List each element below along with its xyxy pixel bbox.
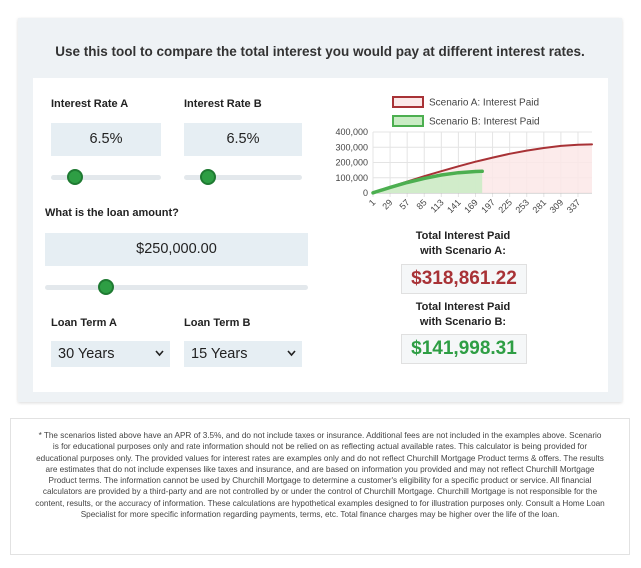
x-tick-label: 309	[548, 197, 566, 215]
x-tick-label: 225	[496, 197, 514, 215]
header-title: Use this tool to compare the total inter…	[55, 44, 585, 59]
y-tick-label: 400,000	[335, 127, 368, 137]
rate-b-slider-knob[interactable]	[200, 169, 216, 185]
rate-a-input[interactable]: 6.5%	[51, 123, 161, 156]
result-b-value: $141,998.31	[401, 334, 527, 364]
dropdown-arrow	[287, 350, 296, 357]
loan-amount-slider[interactable]	[45, 285, 308, 290]
area-fill	[373, 171, 483, 193]
y-tick-label: 200,000	[335, 158, 368, 168]
rate-b-slider[interactable]	[184, 175, 302, 180]
term-b-label: Loan Term B	[184, 317, 251, 329]
rate-a-slider[interactable]	[51, 175, 161, 180]
rate-a-label: Interest Rate A	[51, 98, 129, 110]
x-tick-label: 197	[479, 197, 497, 215]
rate-b-label: Interest Rate B	[184, 98, 262, 110]
series-line	[371, 169, 484, 195]
loan-amount-slider-knob[interactable]	[98, 279, 114, 295]
result-a-title: Total Interest Paid with Scenario A:	[383, 229, 543, 259]
term-a-value: 30 Years	[58, 346, 115, 362]
x-tick-label: 57	[397, 197, 411, 211]
rate-a-slider-knob[interactable]	[67, 169, 83, 185]
x-tick-label: 1	[367, 197, 378, 208]
y-tick-label: 100,000	[335, 173, 368, 183]
term-a-select[interactable]: 30 Years	[51, 341, 170, 367]
x-tick-label: 113	[429, 197, 446, 214]
x-tick-label: 281	[531, 197, 549, 215]
result-b-title-line: with Scenario B:	[419, 316, 507, 328]
term-b-value: 15 Years	[191, 346, 248, 362]
x-tick-label: 29	[380, 197, 394, 211]
x-tick-label: 141	[445, 197, 463, 215]
disclaimer: * The scenarios listed above have an APR…	[10, 418, 630, 555]
y-tick-label: 0	[363, 188, 368, 198]
legend-label: Scenario A: Interest Paid	[429, 98, 539, 109]
result-a-title-line: with Scenario A:	[420, 245, 506, 257]
x-tick-label: 337	[565, 197, 583, 215]
legend-swatch	[392, 96, 424, 108]
x-tick-label: 253	[513, 197, 531, 215]
term-a-label: Loan Term A	[51, 317, 118, 329]
result-a-title-line: Total Interest Paid	[415, 230, 511, 242]
loan-amount-input[interactable]: $250,000.00	[45, 233, 308, 266]
loan-amount-label: What is the loan amount?	[45, 207, 179, 219]
result-b-title: Total Interest Paid with Scenario B:	[383, 300, 543, 330]
x-tick-label: 169	[462, 197, 480, 215]
result-b-title-line: Total Interest Paid	[415, 301, 511, 313]
term-b-select[interactable]: 15 Years	[184, 341, 302, 367]
rate-b-input[interactable]: 6.5%	[184, 123, 302, 156]
x-tick-label: 85	[415, 197, 429, 211]
legend-label: Scenario B: Interest Paid	[429, 117, 540, 128]
y-tick-label: 300,000	[335, 142, 368, 152]
result-a-value: $318,861.22	[401, 264, 527, 294]
dropdown-arrow	[155, 350, 164, 357]
legend-swatch	[392, 115, 424, 127]
